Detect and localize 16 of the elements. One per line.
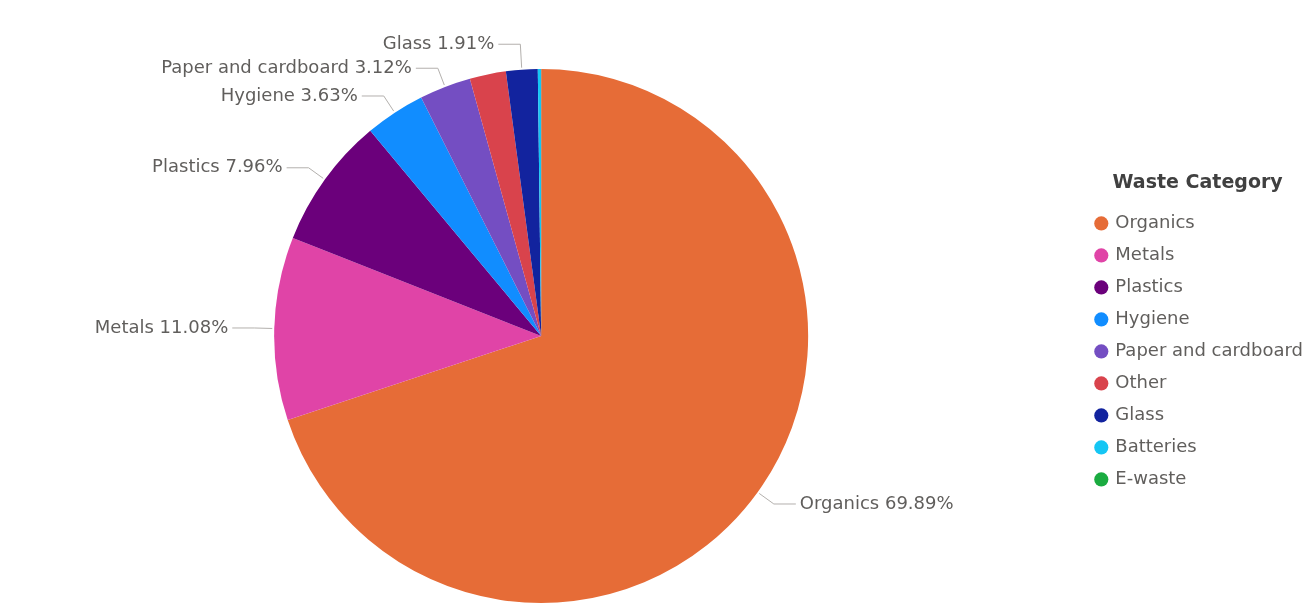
legend-label: Organics	[1115, 211, 1195, 233]
legend-label: Metals	[1115, 243, 1175, 265]
legend-label: Batteries	[1115, 435, 1197, 457]
legend-label: Plastics	[1115, 275, 1183, 297]
category-label: Metals 11.08%	[94, 315, 229, 337]
category-label: Organics 69.89%	[799, 491, 954, 513]
category-label: Plastics 7.96%	[152, 155, 283, 177]
category-label: Paper and cardboard 3.12%	[161, 55, 412, 77]
legend-label: Paper and cardboard	[1115, 339, 1303, 361]
legend-title: Waste Category	[1112, 170, 1284, 193]
legend-label: Other	[1115, 371, 1168, 393]
legend-label: Hygiene	[1115, 307, 1190, 329]
category-label: Glass 1.91%	[382, 31, 495, 53]
category-label: Hygiene 3.63%	[220, 83, 358, 105]
legend-label: Glass	[1115, 403, 1165, 425]
legend-label: E-waste	[1115, 467, 1187, 489]
